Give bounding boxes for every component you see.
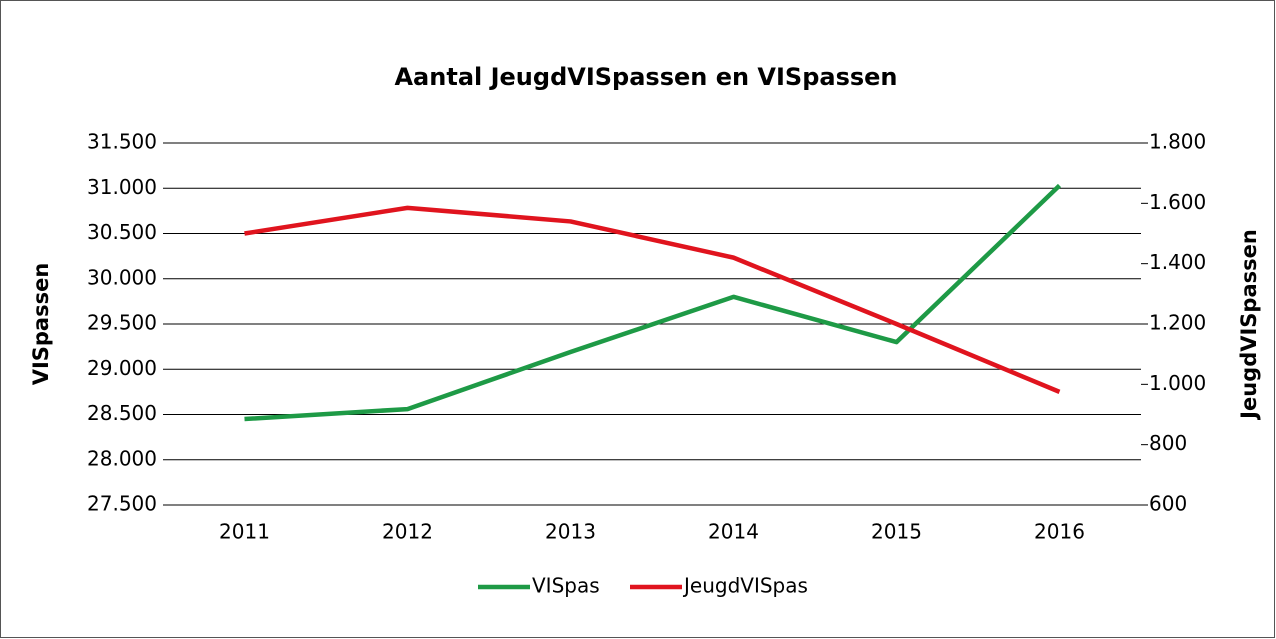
x-tick-label: 2014	[708, 520, 759, 544]
x-tick-label: 2013	[545, 520, 596, 544]
y2-tick-label: 1.800	[1149, 130, 1206, 154]
y-tick-label: 29.000	[87, 356, 157, 380]
x-tick-label: 2015	[871, 520, 922, 544]
y-axis-title: VISpassen	[29, 263, 53, 386]
chart-title: Aantal JeugdVISpassen en VISpassen	[394, 63, 897, 91]
legend-label: VISpas	[532, 574, 600, 598]
y2-tick-label: 1.400	[1149, 250, 1206, 274]
y-tick-label: 30.500	[87, 220, 157, 244]
y-tick-label: 28.500	[87, 401, 157, 425]
y-tick-label: 30.000	[87, 265, 157, 289]
y-tick-label: 31.000	[87, 175, 157, 199]
y2-tick-label: 1.000	[1149, 371, 1206, 395]
data-line	[244, 205, 1061, 394]
y-tick-label: 28.000	[87, 446, 157, 470]
y2-tick-label: 600	[1149, 492, 1187, 516]
y2-tick-label: 1.600	[1149, 190, 1206, 214]
y-tick-label: 27.500	[87, 492, 157, 516]
y2-axis-title: JeugdVISpassen	[1237, 229, 1261, 421]
data-line	[244, 183, 1062, 422]
y-tick-label: 31.500	[87, 130, 157, 154]
x-tick-label: 2016	[1034, 520, 1085, 544]
x-tick-label: 2011	[219, 520, 270, 544]
legend-label: JeugdVISpas	[682, 574, 808, 598]
y-tick-label: 29.500	[87, 311, 157, 335]
y2-tick-label: 800	[1149, 431, 1187, 455]
y2-tick-label: 1.200	[1149, 311, 1206, 335]
x-tick-label: 2012	[382, 520, 433, 544]
